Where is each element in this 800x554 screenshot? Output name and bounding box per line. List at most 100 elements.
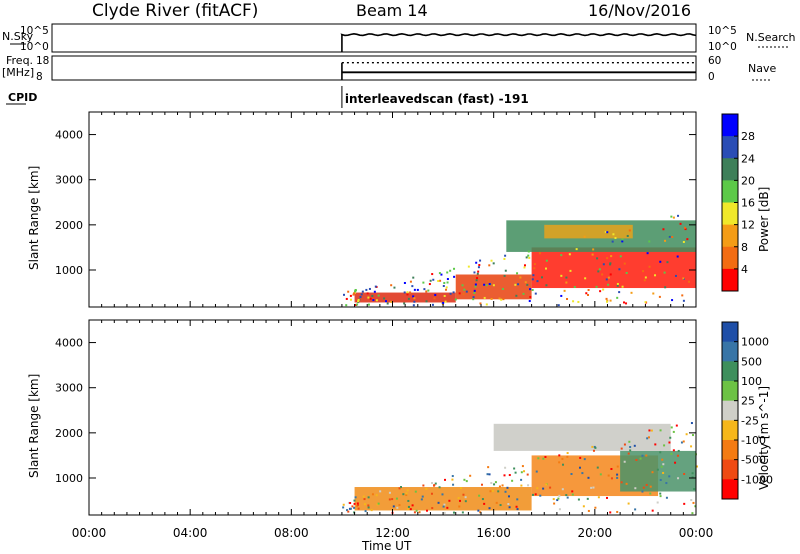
scatter-speckle bbox=[614, 237, 617, 240]
scatter-speckle bbox=[648, 240, 651, 243]
scatter-speckle bbox=[405, 492, 408, 495]
scatter-speckle bbox=[680, 441, 683, 444]
scatter-speckle bbox=[432, 278, 435, 281]
scatter-speckle bbox=[609, 263, 612, 266]
scatter-speckle bbox=[444, 300, 447, 303]
scatter-speckle bbox=[538, 252, 541, 255]
scatter-speckle bbox=[478, 494, 481, 497]
scatter-speckle bbox=[411, 285, 414, 288]
scatter-speckle bbox=[497, 490, 500, 493]
scatter-speckle bbox=[403, 291, 406, 294]
scatter-speckle bbox=[498, 485, 501, 488]
colorbar-label-4: -25 bbox=[741, 414, 759, 427]
scatter-speckle bbox=[566, 455, 569, 458]
scatter-speckle bbox=[605, 278, 608, 281]
scatter-speckle bbox=[623, 262, 626, 265]
scatter-speckle bbox=[430, 492, 433, 495]
scatter-speckle bbox=[605, 300, 608, 303]
scatter-speckle bbox=[542, 487, 545, 490]
freq-tick-bottom: 8 bbox=[36, 71, 43, 83]
scatter-speckle bbox=[472, 296, 475, 299]
scatter-speckle bbox=[462, 493, 465, 496]
scatter-speckle bbox=[392, 505, 395, 508]
scatter-speckle bbox=[526, 473, 529, 476]
scatter-speckle bbox=[536, 280, 539, 283]
scatter-speckle bbox=[522, 292, 525, 295]
scatter-speckle bbox=[347, 510, 350, 513]
scatter-speckle bbox=[437, 501, 440, 504]
scatter-speckle bbox=[545, 483, 548, 486]
scatter-speckle bbox=[686, 238, 689, 241]
scatter-speckle bbox=[606, 496, 609, 499]
scatter-speckle bbox=[558, 508, 561, 511]
colorbar-swatch-6 bbox=[722, 440, 738, 461]
scatter-speckle bbox=[668, 441, 671, 444]
scatter-speckle bbox=[572, 300, 575, 303]
scatter-speckle bbox=[388, 498, 391, 501]
scatter-speckle bbox=[502, 298, 505, 301]
scatter-speckle bbox=[402, 493, 405, 496]
scatter-speckle bbox=[517, 283, 520, 286]
scatter-speckle bbox=[414, 490, 417, 493]
scatter-speckle bbox=[584, 277, 587, 280]
scatter-speckle bbox=[561, 457, 564, 460]
scatter-speckle bbox=[523, 264, 526, 267]
scatter-speckle bbox=[425, 290, 428, 293]
scatter-speckle bbox=[651, 471, 654, 474]
scatter-speckle bbox=[659, 429, 662, 432]
nave-tick-top: 60 bbox=[708, 55, 721, 67]
scatter-speckle bbox=[562, 463, 565, 466]
scatter-speckle bbox=[684, 228, 687, 231]
scatter-speckle bbox=[526, 283, 529, 286]
scatter-speckle bbox=[420, 498, 423, 501]
scatter-speckle bbox=[453, 267, 456, 270]
scatter-speckle bbox=[406, 291, 409, 294]
scatter-speckle bbox=[688, 280, 691, 283]
scatter-speckle bbox=[446, 271, 449, 274]
scatter-speckle bbox=[413, 288, 416, 291]
scatter-speckle bbox=[477, 270, 480, 273]
scatter-speckle bbox=[612, 233, 615, 236]
scatter-speckle bbox=[377, 502, 380, 505]
scatter-speckle bbox=[485, 303, 488, 306]
scatter-speckle bbox=[524, 281, 527, 284]
scatter-speckle bbox=[532, 274, 535, 277]
scatter-speckle bbox=[534, 292, 537, 295]
scatter-speckle bbox=[398, 504, 401, 507]
scatter-speckle bbox=[489, 490, 492, 493]
scatter-speckle bbox=[671, 235, 674, 238]
scatter-speckle bbox=[365, 288, 368, 291]
scatter-speckle bbox=[511, 479, 514, 482]
scatter-speckle bbox=[690, 422, 693, 425]
cpid-text: interleavedscan (fast) -191 bbox=[345, 92, 529, 106]
scatter-speckle bbox=[353, 502, 356, 505]
scatter-speckle bbox=[537, 457, 540, 460]
scatter-speckle bbox=[535, 470, 538, 473]
scatter-speckle bbox=[494, 481, 497, 484]
scatter-speckle bbox=[620, 481, 623, 484]
colorbar-label-0: 1000 bbox=[741, 336, 769, 349]
scatter-speckle bbox=[361, 290, 364, 293]
colorbar-swatch-7 bbox=[722, 268, 738, 292]
colorbar-label-5: 24 bbox=[741, 152, 755, 165]
scatter-speckle bbox=[371, 493, 374, 496]
scatter-speckle bbox=[462, 293, 465, 296]
scatter-speckle bbox=[670, 452, 673, 455]
scatter-speckle bbox=[390, 300, 393, 303]
scatter-speckle bbox=[525, 256, 528, 259]
scatter-speckle bbox=[483, 296, 486, 299]
scatter-speckle bbox=[479, 511, 482, 514]
scatter-speckle bbox=[606, 231, 609, 234]
nave-tick-bottom: 0 bbox=[708, 71, 715, 83]
scatter-speckle bbox=[431, 482, 434, 484]
scatter-speckle bbox=[616, 296, 619, 299]
ytick-label-1: 2000 bbox=[55, 219, 83, 232]
scatter-speckle bbox=[368, 287, 371, 290]
scatter-speckle bbox=[602, 263, 605, 266]
scatter-speckle bbox=[560, 274, 563, 277]
scatter-speckle bbox=[469, 474, 472, 477]
scatter-speckle bbox=[618, 268, 621, 271]
scatter-speckle bbox=[458, 292, 461, 295]
power-axes: 1000 2000 3000 4000 bbox=[55, 112, 697, 307]
nsky-tick-top: 10^5 bbox=[20, 25, 49, 37]
